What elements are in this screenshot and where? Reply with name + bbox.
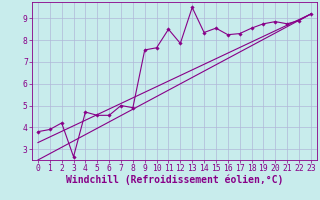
X-axis label: Windchill (Refroidissement éolien,°C): Windchill (Refroidissement éolien,°C) (66, 175, 283, 185)
